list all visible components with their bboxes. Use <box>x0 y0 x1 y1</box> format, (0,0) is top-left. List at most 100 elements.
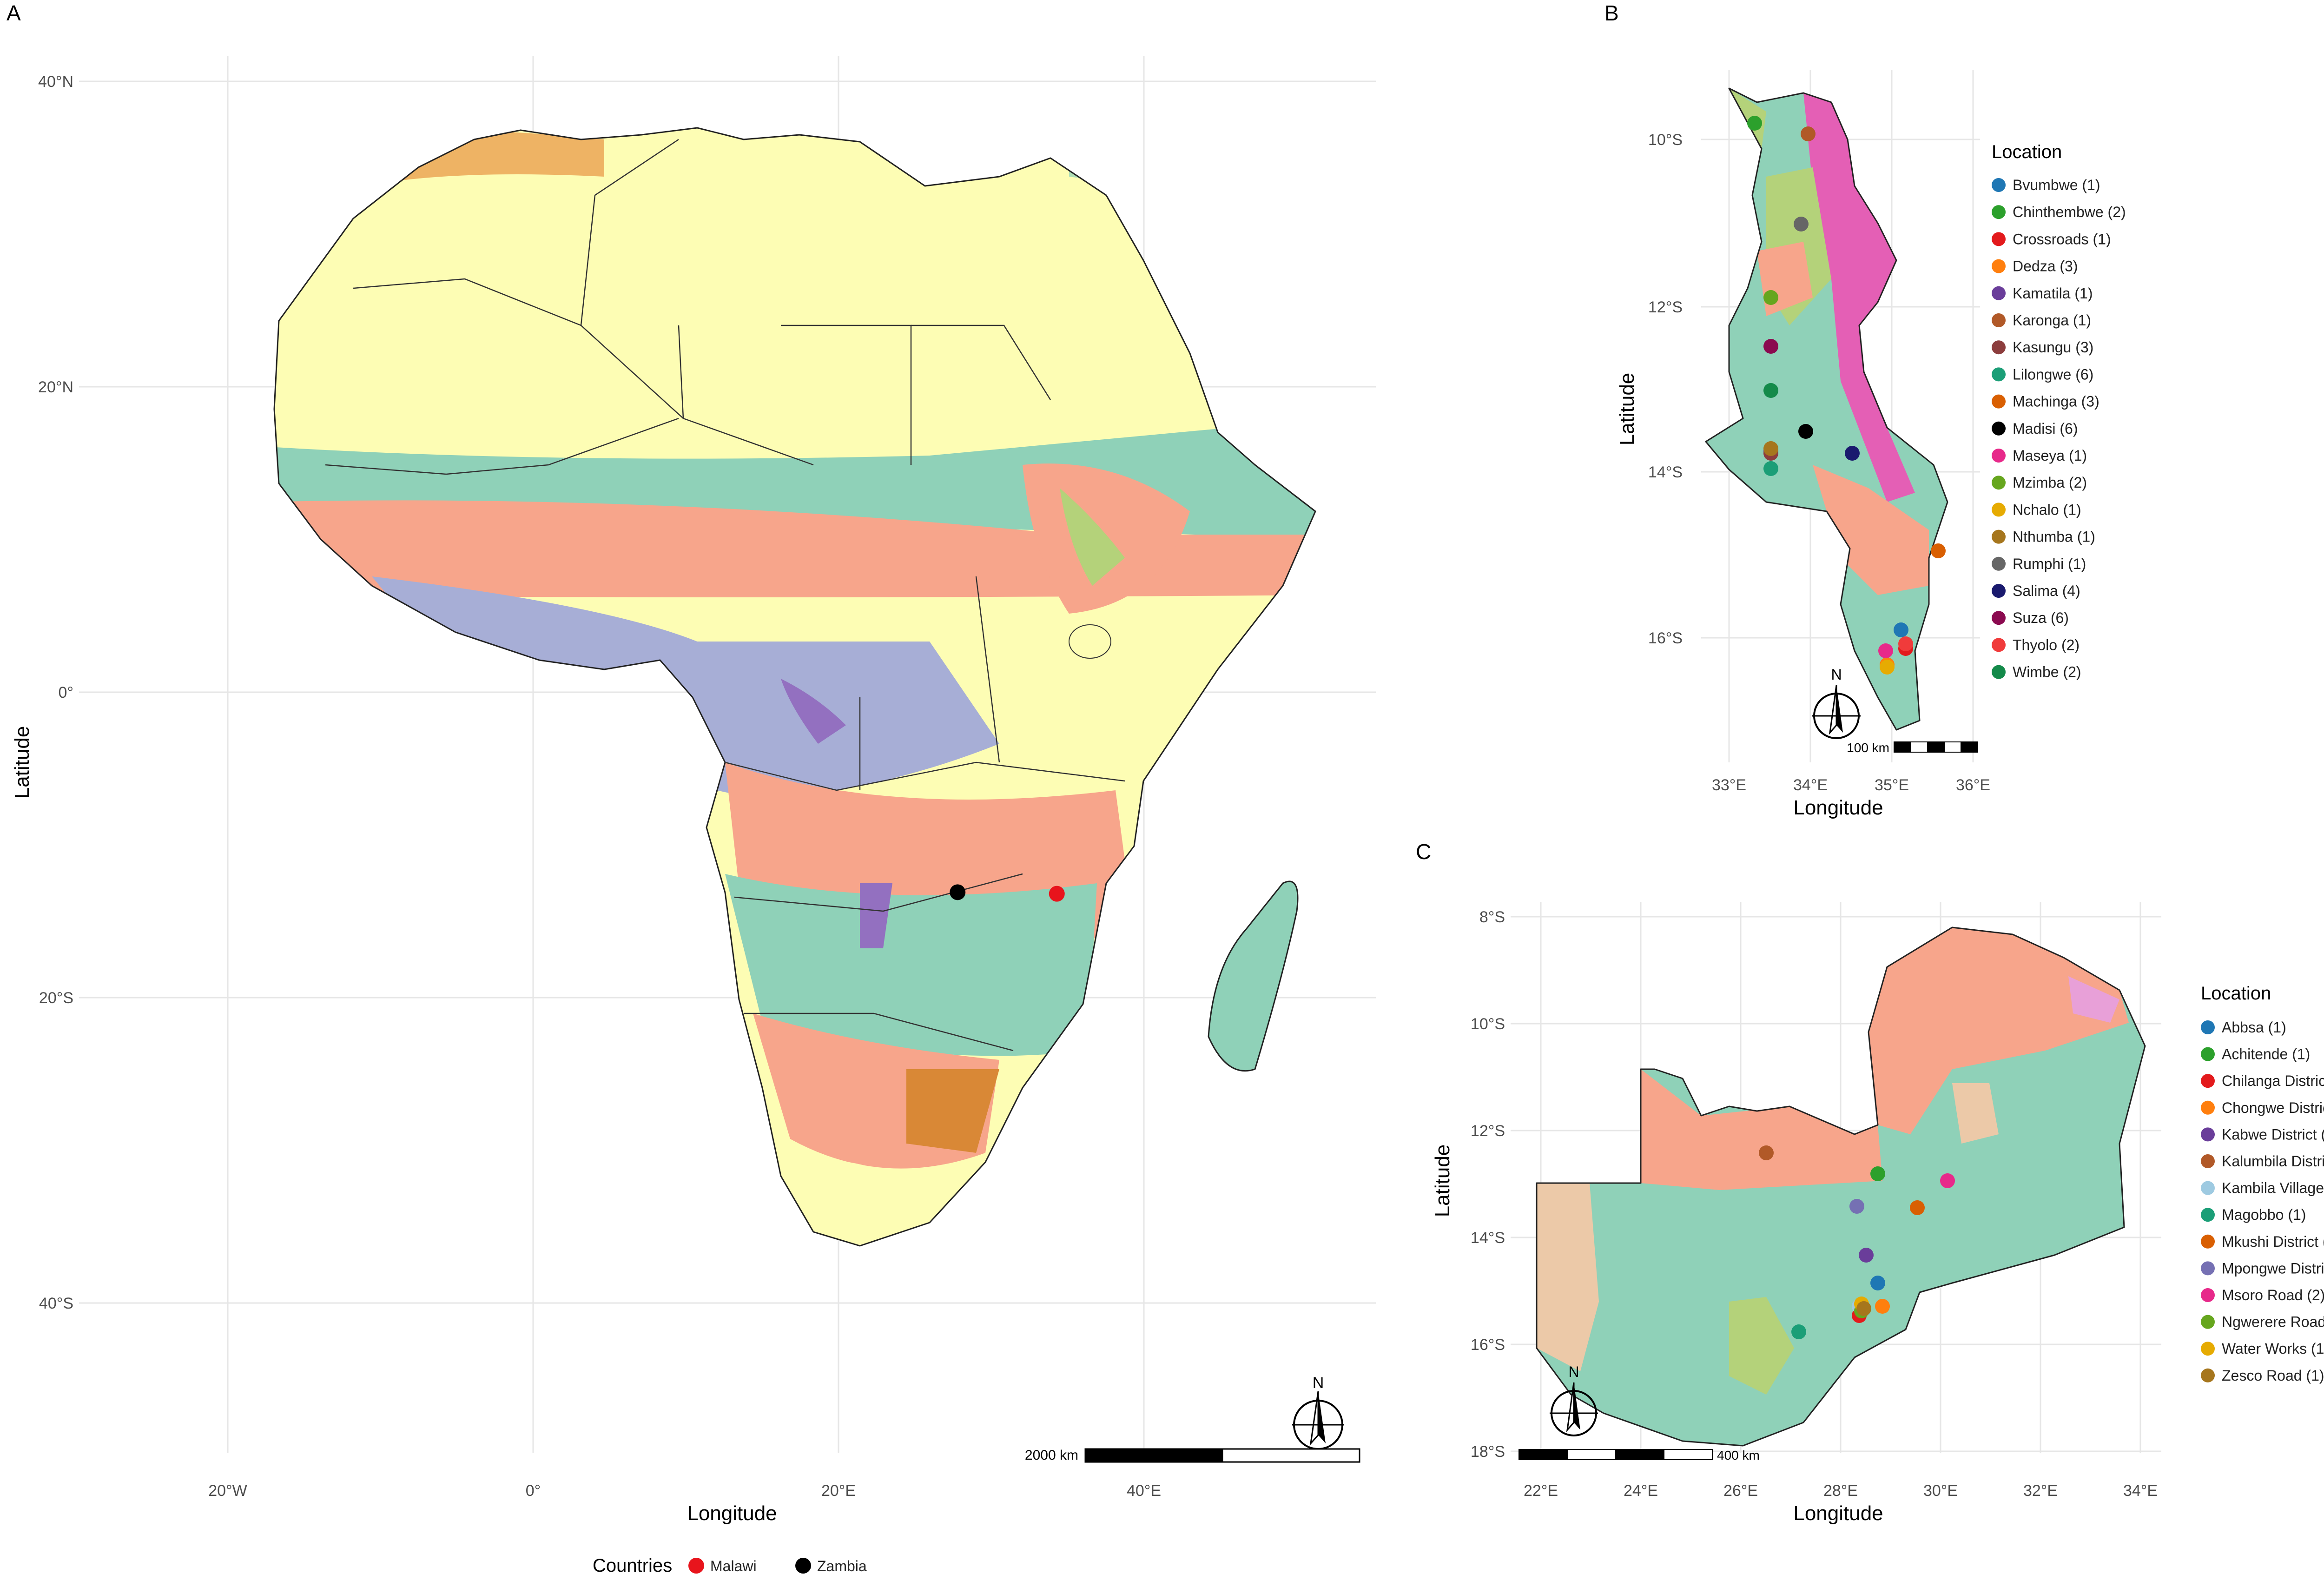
y-axis-title: Latitude <box>11 726 33 799</box>
location-legend-b: Location Bvumbwe (1) Chinthembwe (2) Cross… <box>1992 142 2126 681</box>
y-tick-label: 10°S <box>1648 131 1683 149</box>
scalebar <box>1084 1448 1360 1463</box>
marker-abbsa <box>1870 1276 1885 1290</box>
legend-swatch-malawi <box>688 1558 704 1574</box>
legend-label: Nthumba (1) <box>2013 529 2095 545</box>
legend-swatch-mzimba <box>1992 476 2006 490</box>
legend-swatch-magobbo <box>2201 1208 2215 1222</box>
panel-letter-b: B <box>1604 1 1619 25</box>
marker-bvumbwe <box>1894 622 1908 637</box>
marker-nchalo <box>1880 660 1895 675</box>
x-tick-label: 32°E <box>2023 1482 2058 1500</box>
y-axis-title: Latitude <box>1431 1144 1454 1217</box>
marker-mpongwe-district <box>1849 1199 1864 1214</box>
marker-lilongwe <box>1763 461 1778 476</box>
legend-swatch-karonga <box>1992 313 2006 327</box>
legend-label: Bvumbwe (1) <box>2013 177 2100 193</box>
location-legend-c: Location Abbsa (1) Achitende (1) Chilanga … <box>2201 983 2324 1384</box>
legend-swatch-kalumbila-district <box>2201 1154 2215 1168</box>
legend-label: Magobbo (1) <box>2222 1206 2306 1223</box>
legend-swatch-maseya <box>1992 449 2006 463</box>
legend-swatch-wimbe <box>1992 665 2006 679</box>
y-tick-label: 40°N <box>38 73 73 91</box>
malawi-outline <box>1705 87 1948 731</box>
marker-machinga <box>1931 543 1946 558</box>
y-tick-label: 12°S <box>1471 1122 1505 1140</box>
panel-c-x-ticks: 22°E 24°E 26°E 28°E 30°E 32°E 34°E <box>1524 1482 2158 1500</box>
legend-swatch-lilongwe <box>1992 367 2006 382</box>
legend-label: Zambia <box>817 1558 867 1574</box>
y-tick-label: 40°S <box>39 1295 73 1312</box>
legend-swatch-salima <box>1992 584 2006 598</box>
countries-legend: Countries Malawi Zambia <box>593 1555 867 1576</box>
legend-label: Malawi <box>710 1558 757 1574</box>
north-arrow-icon <box>1550 1382 1598 1436</box>
legend-label: Msoro Road (2) <box>2222 1287 2324 1303</box>
scalebar-label: 100 km <box>1847 741 1889 755</box>
marker-kabwe-district <box>1859 1248 1874 1263</box>
legend-swatch-mpongwe-district <box>2201 1261 2215 1276</box>
panel-a-x-ticks: 20°W 0° 20°E 40°E <box>208 1482 1161 1500</box>
legend-label: Mzimba (2) <box>2013 474 2087 491</box>
y-tick-label: 12°S <box>1648 298 1683 316</box>
legend-label: Kasungu (3) <box>2013 339 2093 356</box>
legend-swatch-thyolo <box>1992 638 2006 652</box>
marker-mkushi-district <box>1910 1200 1925 1215</box>
x-tick-label: 0° <box>526 1482 541 1500</box>
legend-swatch-bvumbwe <box>1992 178 2006 192</box>
marker-madisi <box>1798 424 1813 439</box>
north-arrow-icon <box>1812 685 1861 739</box>
y-tick-label: 14°S <box>1471 1229 1505 1247</box>
legend-label: Dedza (3) <box>2013 258 2078 275</box>
legend-label: Lilongwe (6) <box>2013 366 2093 383</box>
legend-label: Abbsa (1) <box>2222 1019 2286 1036</box>
legend-label: Chongwe District (11) <box>2222 1099 2324 1116</box>
marker-maseya <box>1878 643 1893 658</box>
africa-outline <box>273 127 1316 1247</box>
africa-landcover <box>274 128 1315 1246</box>
legend-swatch-suza <box>1992 611 2006 625</box>
legend-label: Nchalo (1) <box>2013 501 2081 518</box>
x-tick-label: 40°E <box>1127 1482 1161 1500</box>
marker-nthumba <box>1763 441 1778 456</box>
zambia-outline <box>1536 926 2146 1447</box>
legend-label: Karonga (1) <box>2013 312 2091 329</box>
y-tick-label: 8°S <box>1479 908 1505 926</box>
legend-label: Maseya (1) <box>2013 447 2087 464</box>
legend-label: Salima (4) <box>2013 582 2080 599</box>
x-tick-label: 26°E <box>1723 1482 1758 1500</box>
legend-label: Crossroads (1) <box>2013 231 2111 247</box>
legend-label: Kabwe District (1) <box>2222 1126 2324 1143</box>
panel-c-y-ticks: 8°S 10°S 12°S 14°S 16°S 18°S <box>1471 908 1505 1461</box>
legend-swatch-kasungu <box>1992 340 2006 355</box>
legend-swatch-crossroads <box>1992 232 2006 246</box>
x-tick-label: 30°E <box>1923 1482 1958 1500</box>
x-axis-title: Longitude <box>1793 1502 1883 1525</box>
legend-swatch-achitende <box>2201 1047 2215 1061</box>
legend-swatch-mkushi-district <box>2201 1234 2215 1249</box>
x-tick-label: 24°E <box>1624 1482 1658 1500</box>
marker-suza <box>1763 339 1778 354</box>
marker-magobbo <box>1791 1324 1806 1339</box>
legend-swatch-zambia <box>795 1558 811 1574</box>
marker-thyolo <box>1898 636 1913 651</box>
y-tick-label: 20°N <box>38 378 73 396</box>
legend-label: Wimbe (2) <box>2013 664 2081 681</box>
legend-label: Kalumbila District (1) <box>2222 1153 2324 1170</box>
north-label: N <box>1568 1363 1579 1380</box>
north-label: N <box>1831 666 1842 683</box>
north-label: N <box>1313 1374 1324 1392</box>
legend-swatch-kambila-village <box>2201 1181 2215 1195</box>
panel-b-x-ticks: 33°E 34°E 35°E 36°E <box>1712 776 1990 794</box>
y-tick-label: 16°S <box>1648 629 1683 647</box>
madagascar <box>1208 880 1299 1072</box>
legend-swatch-chinthembwe <box>1992 205 2006 219</box>
x-tick-label: 20°E <box>821 1482 856 1500</box>
legend-label: Chilanga District (5) <box>2222 1072 2324 1089</box>
legend-title: Countries <box>593 1555 672 1576</box>
legend-label: Suza (6) <box>2013 609 2069 626</box>
panel-a-points <box>950 884 1065 902</box>
country-borders <box>325 139 1125 1052</box>
legend-swatch-nchalo <box>1992 503 2006 517</box>
